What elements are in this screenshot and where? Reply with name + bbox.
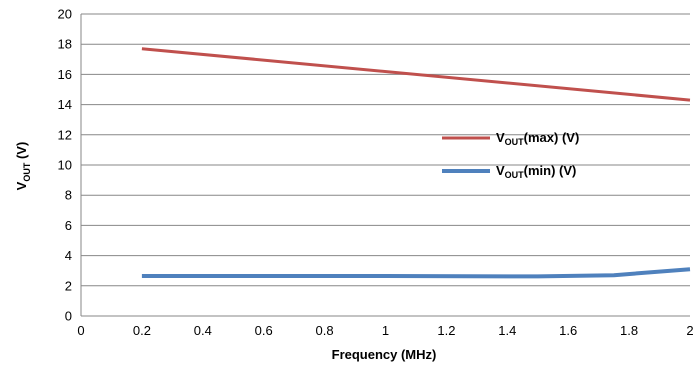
series-line-vout-max — [141, 47, 691, 102]
x-tick-label: 1.2 — [437, 323, 455, 338]
x-tick-label: 1.8 — [620, 323, 638, 338]
x-tick-label: 0 — [77, 323, 84, 338]
x-tick-label: 1 — [382, 323, 389, 338]
x-tick-label: 1.4 — [498, 323, 516, 338]
y-tick-label: 14 — [58, 97, 72, 112]
y-tick-label: 12 — [58, 127, 72, 142]
legend-label-min: VOUT(min) (V) — [496, 163, 576, 180]
y-axis-title: VOUT (V) — [14, 142, 32, 191]
x-tick-label: 1.6 — [559, 323, 577, 338]
x-tick-label: 0.6 — [255, 323, 273, 338]
legend-entry-min: VOUT(min) (V) — [442, 163, 576, 180]
x-axis-title: Frequency (MHz) — [332, 347, 437, 362]
x-tick-label: 0.4 — [194, 323, 212, 338]
x-tick-label: 2 — [686, 323, 693, 338]
x-tick-label: 0.8 — [316, 323, 334, 338]
legend: VOUT(max) (V) VOUT(min) (V) — [442, 130, 579, 180]
gridlines — [81, 13, 690, 317]
series-layer — [141, 47, 691, 279]
y-tick-label: 6 — [65, 218, 72, 233]
x-tick-label: 0.2 — [133, 323, 151, 338]
y-tick-label: 20 — [58, 7, 72, 22]
y-tick-label: 2 — [65, 278, 72, 293]
y-tick-label: 4 — [65, 248, 72, 263]
y-tick-label: 0 — [65, 309, 72, 324]
legend-label-max: VOUT(max) (V) — [496, 130, 579, 147]
tick-labels: 0 2 4 6 8 10 12 14 16 18 20 0 0.2 0.4 0.6 0.8 1 1.2 1.4 1.6… — [58, 7, 694, 339]
y-tick-label: 8 — [65, 188, 72, 203]
y-tick-label: 16 — [58, 67, 72, 82]
y-tick-label: 10 — [58, 158, 72, 173]
y-tick-label: 18 — [58, 37, 72, 52]
axes — [80, 14, 690, 317]
series-line-vout-min — [141, 267, 691, 279]
legend-entry-max: VOUT(max) (V) — [442, 130, 579, 147]
